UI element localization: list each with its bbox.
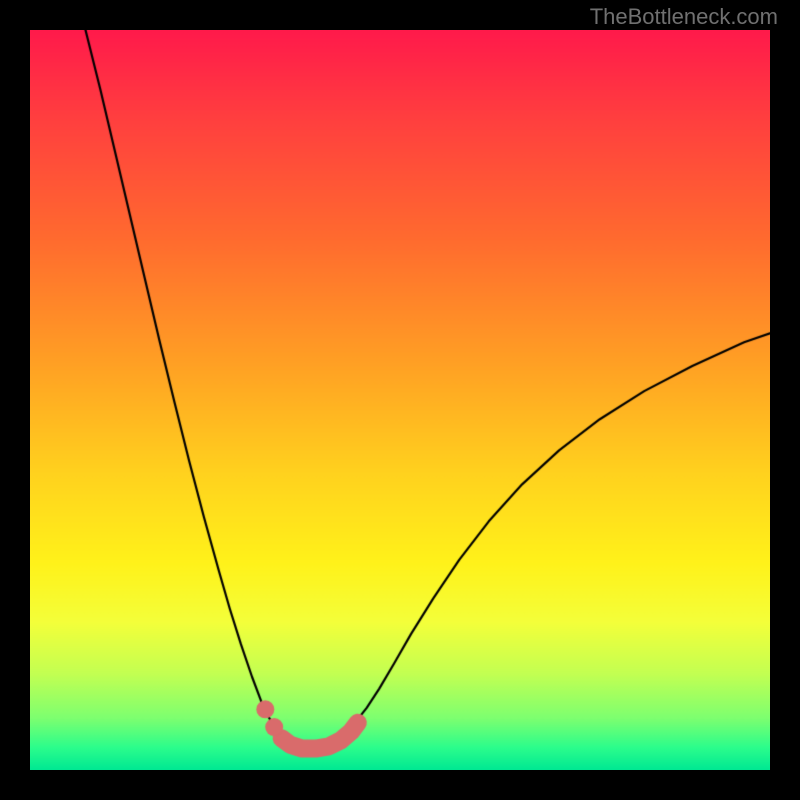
bottleneck-chart: [30, 30, 770, 770]
stage: TheBottleneck.com: [0, 0, 800, 800]
watermark-text: TheBottleneck.com: [590, 4, 778, 30]
